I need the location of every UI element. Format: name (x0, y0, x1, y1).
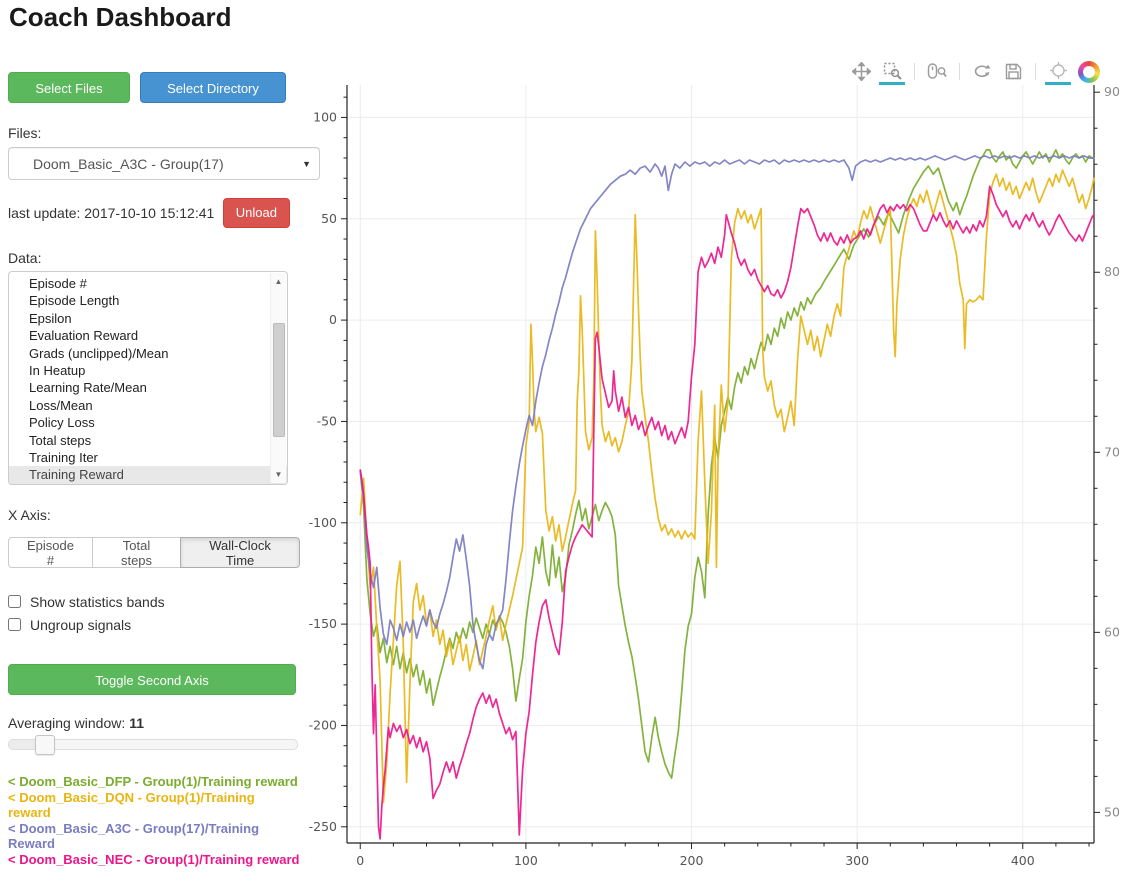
pan-icon[interactable] (848, 60, 874, 84)
averaging-window-label: Averaging window: (8, 715, 126, 731)
tick-label: 50 (1104, 804, 1120, 819)
data-list-item-learning-rate-mean[interactable]: Learning Rate/Mean (29, 380, 147, 396)
averaging-window-row: Averaging window: 11 (8, 715, 300, 731)
scrollbar-thumb[interactable] (273, 323, 285, 437)
series-line-doom-basic-dfp (359, 149, 1095, 779)
series-line-doom-basic-dqn (359, 169, 1095, 804)
scroll-up-arrow-icon[interactable]: ▲ (274, 277, 283, 286)
files-select[interactable]: Doom_Basic_A3C - Group(17) ▼ (8, 147, 320, 180)
x-axis-label: X Axis: (8, 507, 51, 523)
page-title: Coach Dashboard (9, 2, 232, 32)
toggle-second-axis-button[interactable]: Toggle Second Axis (8, 664, 296, 695)
averaging-slider[interactable] (8, 735, 298, 755)
checkbox-row-show-statistics-bands: Show statistics bands (8, 590, 300, 613)
options-checkboxes: Show statistics bands Ungroup signals (8, 590, 300, 636)
hover-icon[interactable] (1045, 58, 1071, 85)
training-reward-chart[interactable]: 100 50 0 -50 -100 -150 -200 -250 0 100 200 300 400 90… (300, 55, 1142, 881)
unload-button[interactable]: Unload (222, 198, 290, 228)
checkbox-label: Ungroup signals (30, 616, 132, 633)
legend-item-doom-basic-nec-group-1-training-reward[interactable]: < Doom_Basic_NEC - Group(1)/Training rew… (8, 851, 300, 867)
averaging-window-value: 11 (129, 715, 145, 731)
file-buttons-row: Select Files Select Directory (8, 72, 300, 103)
checkbox-ungroup-signals[interactable] (8, 618, 21, 631)
legend-item-doom-basic-dfp-group-1-training-reward[interactable]: < Doom_Basic_DFP - Group(1)/Training rew… (8, 774, 298, 789)
last-update-row: last update: 2017-10-10 15:12:41 Unload (8, 198, 290, 228)
data-list: Episode # Episode Length Epsilon Evaluation… (9, 272, 287, 484)
data-list-item-episode[interactable]: Episode # (29, 276, 87, 291)
data-list-item-loss-mean[interactable]: Loss/Mean (29, 397, 93, 413)
checkbox-label: Show statistics bands (30, 593, 165, 610)
x-axis-option-wall-clock-time[interactable]: Wall-Clock Time (180, 537, 301, 568)
slider-fill (9, 740, 43, 749)
x-axis-button-group: Episode # Total steps Wall-Clock Time (8, 537, 301, 568)
tick-label: 0 (356, 853, 364, 868)
bokeh-logo (1078, 60, 1100, 83)
checkbox-show-statistics-bands[interactable] (8, 595, 21, 608)
listbox-scrollbar[interactable]: ▲ ▼ (270, 273, 286, 483)
legend-item-doom-basic-dqn-group-1-training-reward[interactable]: < Doom_Basic_DQN - Group(1)/Training rew… (8, 789, 255, 821)
tick-label: 400 (1011, 853, 1035, 868)
toolbar-separator (1035, 63, 1036, 80)
checkbox-row-ungroup-signals: Ungroup signals (8, 613, 300, 636)
files-label: Files: (8, 125, 42, 141)
tick-label: -200 (309, 717, 337, 732)
tick-label: 50 (321, 211, 337, 226)
tick-label: -100 (309, 515, 337, 530)
toolbar-separator (959, 63, 960, 80)
tick-label: 70 (1104, 444, 1120, 459)
data-list-item-in-heatup[interactable]: In Heatup (29, 362, 86, 378)
x-axis-option-total-steps[interactable]: Total steps (91, 537, 182, 568)
tick-label: 80 (1104, 264, 1120, 279)
caret-down-icon: ▼ (302, 158, 311, 169)
bokeh-logo-hole (1083, 65, 1095, 78)
series-line-doom-basic-a3c (359, 155, 1095, 670)
data-listbox: Episode # Episode Length Epsilon Evaluation… (8, 271, 288, 485)
data-list-item-epsilon[interactable]: Epsilon (29, 310, 72, 326)
last-update-text: last update: 2017-10-10 15:12:41 (8, 205, 215, 221)
files-select-value: Doom_Basic_A3C - Group(17) (33, 155, 224, 172)
tick-label: 100 (313, 109, 337, 124)
chart-legend: < Doom_Basic_DFP - Group(1)/Training rew… (8, 774, 300, 867)
x-axis-option-episode[interactable]: Episode # (8, 537, 93, 568)
data-list-item-total-steps[interactable]: Total steps (29, 432, 92, 448)
select-files-button[interactable]: Select Files (8, 72, 130, 103)
data-list-item-evaluation-reward[interactable]: Evaluation Reward (29, 328, 139, 344)
box-zoom-icon[interactable] (879, 58, 905, 85)
data-list-item-grads-unclipped-mean[interactable]: Grads (unclipped)/Mean (29, 345, 169, 361)
reset-icon[interactable] (969, 60, 995, 84)
tick-label: 200 (680, 853, 704, 868)
sidebar: Select Files Select Directory Files: Doo… (8, 72, 320, 867)
tick-label: 300 (845, 853, 869, 868)
data-list-item-episode-length[interactable]: Episode Length (29, 293, 120, 309)
slider-handle[interactable] (35, 735, 55, 755)
tick-label: 60 (1104, 624, 1120, 639)
tick-label: 100 (514, 853, 538, 868)
data-list-item-training-iter[interactable]: Training Iter (29, 449, 98, 465)
bokeh-toolbar (848, 58, 1102, 85)
bokeh-logo-icon[interactable] (1076, 60, 1102, 84)
data-list-item-policy-loss[interactable]: Policy Loss (29, 415, 95, 431)
wheel-zoom-icon[interactable] (924, 60, 950, 84)
chart-area: 100 50 0 -50 -100 -150 -200 -250 0 100 200 300 400 90… (300, 55, 1142, 881)
series-line-doom-basic-nec (359, 185, 1095, 840)
select-directory-button[interactable]: Select Directory (140, 72, 286, 103)
data-label: Data: (8, 250, 42, 266)
save-icon[interactable] (1000, 60, 1026, 84)
tick-label: -250 (309, 819, 337, 834)
data-list-item-training-reward[interactable]: Training Reward (9, 466, 287, 484)
tick-label: -50 (317, 413, 337, 428)
tick-label: 90 (1104, 84, 1120, 99)
tick-label: -150 (309, 616, 337, 631)
scroll-down-arrow-icon[interactable]: ▼ (274, 470, 283, 479)
toolbar-separator (914, 63, 915, 80)
legend-item-doom-basic-a3c-group-17-training-reward[interactable]: < Doom_Basic_A3C - Group(17)/Training Re… (8, 820, 260, 852)
tick-label: 0 (329, 312, 337, 327)
